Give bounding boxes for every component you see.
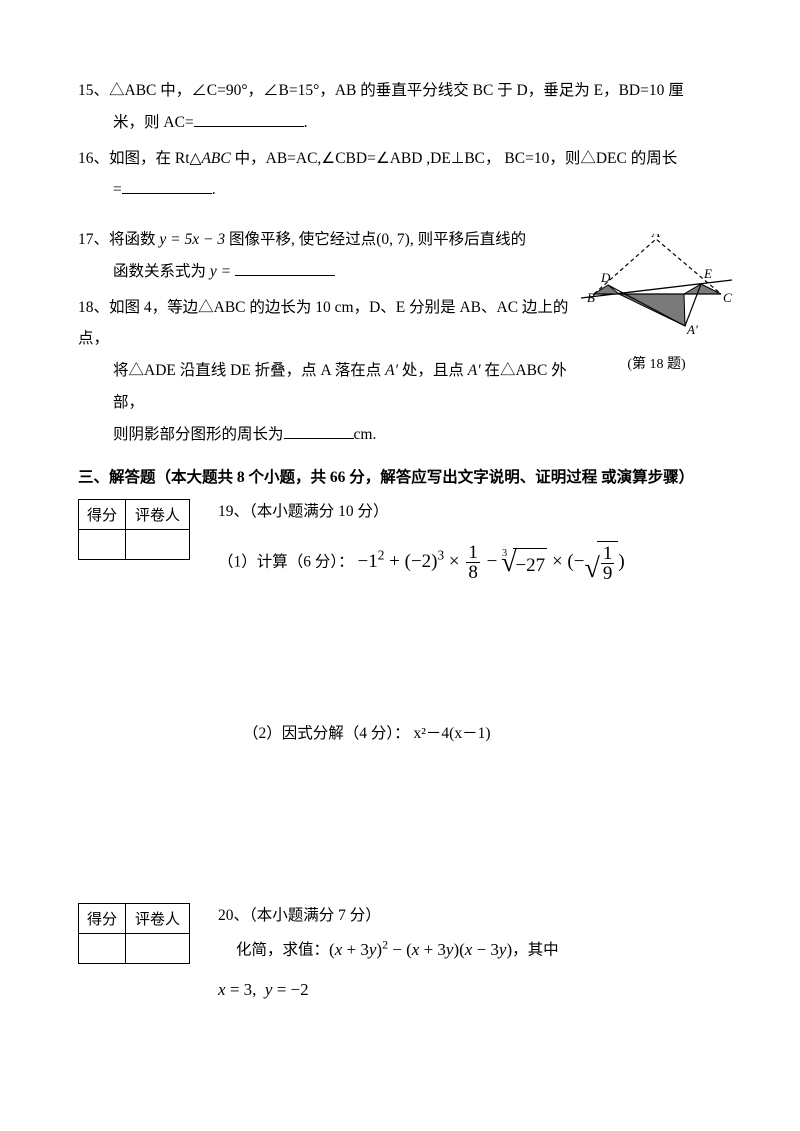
q15-text-a: △ABC 中，∠C=90°，∠B=15°，AB 的垂直平分线交 BC 于 D，垂… (109, 82, 684, 99)
q19-part1-label: （1）计算（6 分）： (218, 554, 354, 571)
q17-18-block: A B C D E A′ (第 18 题) 17、将函数 y = 5x − 3 … (78, 224, 728, 450)
q16-blank (122, 177, 212, 194)
score20-h2: 评卷人 (126, 904, 190, 934)
score20-blank1 (79, 934, 126, 964)
q18-line3a: 则阴影部分图形的周长为 (113, 426, 284, 443)
q18-ap2: A′ (468, 362, 481, 379)
score-table-19: 得分评卷人 (78, 499, 190, 560)
score-blank2 (126, 530, 190, 560)
q19-part1-expr: −12 + (−2)3 × 18 − 3√−27 × (−√19) (358, 551, 625, 572)
q18-line2b: 处，且点 (398, 362, 468, 379)
q17-num: 17、 (78, 231, 109, 248)
q19-part2-label: （2）因式分解（4 分）： (243, 725, 410, 742)
q19-header: 19、（本小题满分 10 分） (218, 499, 728, 521)
question-19-row: 得分评卷人 19、（本小题满分 10 分） （1）计算（6 分）： −12 + … (78, 495, 728, 603)
q17-blank (235, 259, 335, 276)
score-blank1 (79, 530, 126, 560)
score20-blank2 (126, 934, 190, 964)
question-16: 16、如图，在 Rt△ABC 中，AB=AC,∠CBD=∠ABD ,DE⊥BC，… (78, 143, 728, 207)
q19-part2-expr: x²－4(x－1) (410, 725, 491, 742)
svg-text:E: E (703, 266, 712, 281)
q17-eq2: y = (210, 263, 231, 280)
q20-line2: x = 3, y = −2 (218, 980, 728, 1000)
section-3-title: 三、解答题（本大题共 8 个小题，共 66 分，解答应写出文字说明、证明过程 或… (78, 465, 728, 487)
q17-text-b: 图像平移, 使它经过点(0, 7), 则平移后直线的 (225, 231, 526, 248)
q17-eq1: y = 5x − 3 (159, 231, 225, 248)
q17-text-a: 将函数 (109, 231, 159, 248)
q20-line1b: ，其中 (512, 942, 559, 959)
question-15: 15、△ABC 中，∠C=90°，∠B=15°，AB 的垂直平分线交 BC 于 … (78, 75, 728, 139)
q18-blank (284, 422, 354, 439)
score-table-20: 得分评卷人 (78, 903, 190, 964)
q18-num: 18、 (78, 299, 109, 316)
q20-expr: (x + 3y)2 − (x + 3y)(x − 3y) (329, 940, 512, 959)
question-20-row: 得分评卷人 20、（本小题满分 7 分） 化简，求值：(x + 3y)2 − (… (78, 899, 728, 1020)
q17-text-c: 函数关系式为 (113, 263, 210, 280)
svg-text:B: B (587, 290, 595, 305)
q15-num: 15、 (78, 82, 109, 99)
q20-line1: 化简，求值：(x + 3y)2 − (x + 3y)(x − 3y)，其中 (218, 937, 728, 960)
figure-18: A B C D E A′ (第 18 题) (579, 234, 734, 373)
q20-header: 20、（本小题满分 7 分） (218, 903, 728, 925)
score-h1: 得分 (79, 500, 126, 530)
q18-ap1: A′ (385, 362, 398, 379)
q16-abc: ABC (201, 150, 230, 167)
q15-suffix: . (304, 114, 308, 131)
q15-blank (194, 110, 304, 127)
svg-text:C: C (723, 290, 732, 305)
q15-text-b: 米，则 AC= (113, 114, 194, 131)
q19-part1: （1）计算（6 分）： −12 + (−2)3 × 18 − 3√−27 × (… (218, 541, 728, 583)
question-18: 18、如图 4，等边△ABC 的边长为 10 cm，D、E 分别是 AB、AC … (78, 292, 573, 451)
q16-text-c: = (113, 181, 122, 198)
figure-18-svg: A B C D E A′ (579, 234, 734, 344)
question-17: 17、将函数 y = 5x − 3 图像平移, 使它经过点(0, 7), 则平移… (78, 224, 573, 288)
q16-suffix: . (212, 181, 216, 198)
figure-18-caption: (第 18 题) (579, 353, 734, 373)
q18-line3b: cm. (354, 426, 377, 443)
svg-text:D: D (600, 270, 611, 285)
svg-text:A: A (651, 234, 660, 240)
q20-line1a: 化简，求值： (236, 942, 329, 959)
q16-num: 16、 (78, 150, 109, 167)
q19-part2: （2）因式分解（4 分）： x²－4(x－1) (78, 718, 728, 750)
q16-text-a: 如图，在 Rt△ (109, 150, 201, 167)
q18-line2a: 将△ADE 沿直线 DE 折叠，点 A 落在点 (113, 362, 385, 379)
score-h2: 评卷人 (126, 500, 190, 530)
q18-line1: 如图 4，等边△ABC 的边长为 10 cm，D、E 分别是 AB、AC 边上的… (78, 299, 568, 348)
score20-h1: 得分 (79, 904, 126, 934)
svg-text:A′: A′ (686, 322, 698, 337)
q16-text-b: 中，AB=AC,∠CBD=∠ABD ,DE⊥BC， BC=10，则△DEC 的周… (231, 150, 677, 167)
